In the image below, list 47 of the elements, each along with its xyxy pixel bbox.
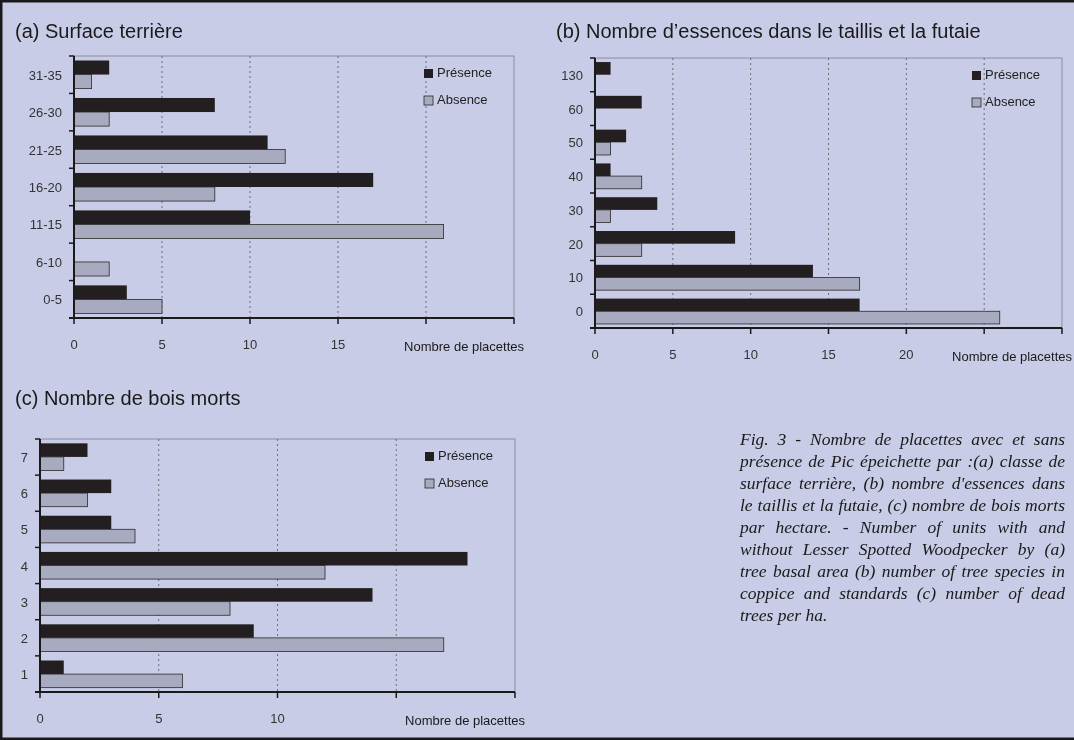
y-tick-label: 6-10 [35,254,62,270]
x-tick-label: 10 [743,347,758,362]
chart-title: (b) Nombre d’essences dans le taillis et la futaie [556,20,981,42]
x-axis-title: Nombre de placettes [952,349,1073,364]
y-tick-label: 10 [568,270,583,286]
x-tick-label: 20 [899,347,914,362]
y-tick-label: 26-30 [28,105,62,121]
legend-label: Présence [438,448,493,463]
legend-label: Absence [437,92,488,107]
y-tick-label: 6 [20,486,28,502]
x-axis-title: Nombre de placettes [404,339,525,354]
x-tick-label: 5 [158,337,166,352]
x-tick-label: 0 [591,347,599,362]
y-tick-label: 20 [568,236,583,252]
y-tick-label: 50 [568,135,583,151]
y-tick-label: 130 [561,67,583,83]
y-tick-label: 21-25 [28,142,62,158]
chart-title: (c) Nombre de bois morts [15,387,241,409]
legend-label: Présence [985,67,1040,82]
y-tick-label: 16-20 [28,180,62,195]
y-tick-label: 2 [20,630,28,646]
y-tick-label: 30 [568,202,583,218]
y-tick-label: 0 [575,304,583,320]
text: Fig. 3 - Nombre de placettes avec et sans présence de Pic épeichette par :(a) classe de surface terrière, (b) nombre d'essences dans le taillis et la futaie, (c) nombre de bois morts par hectare. - Number of units with and without Lesser Spotted Woodpecker by (a) tree basal area (b) number of tree species in coppice and standards (c) number of dead trees per ha. [740,429,1065,625]
y-tick-label: 0-5 [43,292,62,308]
x-tick-label: 5 [155,711,163,726]
x-tick-label: 5 [669,347,677,362]
legend-label: Présence [437,65,492,80]
bar [73,261,110,277]
x-tick-label: 10 [242,337,258,352]
x-tick-label: 10 [270,711,285,726]
x-tick-label: 0 [70,337,78,352]
y-tick-label: 11-15 [29,217,62,233]
x-tick-label: 15 [821,347,836,362]
x-tick-label: 15 [330,337,346,352]
y-tick-label: 31-35 [28,67,62,83]
y-tick-label: 1 [20,667,28,683]
legend-label: Absence [985,94,1036,109]
chart-title: (a) Surface terrière [15,20,183,42]
y-tick-label: 4 [20,558,28,574]
y-tick-label: 3 [20,594,28,610]
y-tick-label: 40 [568,169,583,185]
legend-label: Absence [438,475,489,490]
y-tick-label: 60 [568,101,583,117]
x-axis-title: Nombre de placettes [405,713,526,728]
y-tick-label: 7 [20,449,28,465]
y-tick-label: 5 [20,522,28,538]
